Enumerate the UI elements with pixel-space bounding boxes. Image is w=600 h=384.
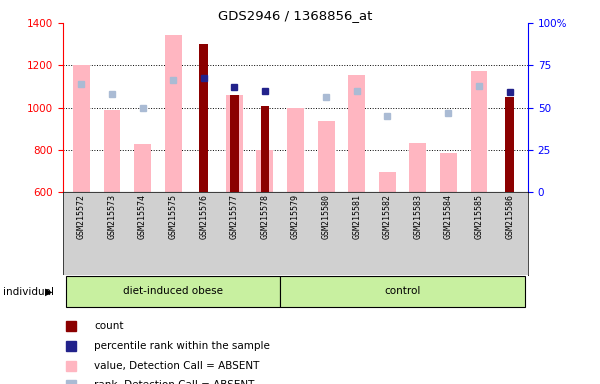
Text: individual: individual xyxy=(3,287,54,297)
Text: GSM215579: GSM215579 xyxy=(291,194,300,240)
Text: value, Detection Call = ABSENT: value, Detection Call = ABSENT xyxy=(94,361,260,371)
Bar xyxy=(165,35,182,192)
Bar xyxy=(260,106,269,192)
Text: percentile rank within the sample: percentile rank within the sample xyxy=(94,341,270,351)
FancyBboxPatch shape xyxy=(66,276,280,307)
Bar xyxy=(256,150,274,192)
Text: count: count xyxy=(94,321,124,331)
Bar xyxy=(134,144,151,192)
Text: GSM215578: GSM215578 xyxy=(260,194,269,240)
Text: diet-induced obese: diet-induced obese xyxy=(123,286,223,296)
Text: GSM215575: GSM215575 xyxy=(169,194,178,240)
Bar xyxy=(440,153,457,192)
Text: GSM215580: GSM215580 xyxy=(322,194,331,240)
Bar xyxy=(409,144,426,192)
Bar xyxy=(317,121,335,192)
Bar xyxy=(230,95,239,192)
Bar xyxy=(505,98,514,192)
Text: GSM215584: GSM215584 xyxy=(444,194,453,240)
Text: GSM215573: GSM215573 xyxy=(107,194,116,240)
Bar xyxy=(348,75,365,192)
Text: GSM215583: GSM215583 xyxy=(413,194,422,240)
Bar xyxy=(379,172,395,192)
Bar xyxy=(226,95,243,192)
Text: GSM215572: GSM215572 xyxy=(77,194,86,240)
Bar xyxy=(73,65,90,192)
Text: GSM215577: GSM215577 xyxy=(230,194,239,240)
Text: control: control xyxy=(385,286,421,296)
Text: ▶: ▶ xyxy=(45,287,53,297)
Bar xyxy=(470,71,487,192)
Text: rank, Detection Call = ABSENT: rank, Detection Call = ABSENT xyxy=(94,381,254,384)
Bar xyxy=(104,110,121,192)
Bar xyxy=(287,108,304,192)
Title: GDS2946 / 1368856_at: GDS2946 / 1368856_at xyxy=(218,9,373,22)
Text: GSM215581: GSM215581 xyxy=(352,194,361,240)
Text: GSM215574: GSM215574 xyxy=(138,194,147,240)
Text: GSM215585: GSM215585 xyxy=(475,194,484,240)
Bar xyxy=(199,44,208,192)
Text: GSM215586: GSM215586 xyxy=(505,194,514,240)
Text: GSM215576: GSM215576 xyxy=(199,194,208,240)
FancyBboxPatch shape xyxy=(280,276,525,307)
Text: GSM215582: GSM215582 xyxy=(383,194,392,240)
